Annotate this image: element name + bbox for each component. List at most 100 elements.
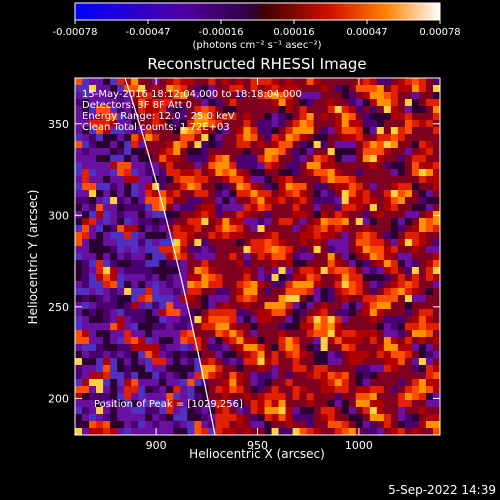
- heatmap-cell: [348, 99, 357, 107]
- heatmap-cell: [327, 309, 336, 317]
- heatmap-cell: [264, 428, 272, 435]
- heatmap-cell: [131, 295, 139, 303]
- heatmap-cell: [285, 239, 293, 247]
- heatmap-cell: [159, 372, 167, 380]
- heatmap-cell: [411, 407, 420, 415]
- heatmap-cell: [264, 281, 272, 289]
- heatmap-cell: [362, 246, 371, 254]
- heatmap-cell: [145, 106, 153, 114]
- heatmap-cell: [110, 204, 118, 212]
- heatmap-cell: [369, 281, 378, 289]
- heatmap-cell: [341, 85, 350, 93]
- heatmap-cell: [425, 106, 434, 114]
- heatmap-cell: [376, 379, 385, 387]
- heatmap-cell: [110, 176, 118, 184]
- heatmap-cell: [194, 127, 202, 135]
- heatmap-cell: [229, 183, 237, 191]
- heatmap-cell: [173, 183, 181, 191]
- heatmap-cell: [145, 78, 153, 86]
- heatmap-cell: [159, 309, 167, 317]
- colorbar-tick-label: 0.00078: [419, 27, 460, 38]
- heatmap-cell: [145, 323, 153, 331]
- heatmap-cell: [250, 197, 258, 205]
- heatmap-cell: [173, 351, 181, 359]
- heatmap-cell: [103, 211, 111, 219]
- heatmap-cell: [278, 309, 286, 317]
- heatmap-cell: [117, 302, 125, 310]
- heatmap-cell: [138, 316, 146, 324]
- heatmap-cell: [397, 183, 406, 191]
- heatmap-cell: [369, 204, 378, 212]
- heatmap-cell: [306, 428, 315, 435]
- heatmap-cell: [369, 414, 378, 422]
- heatmap-cell: [194, 183, 202, 191]
- heatmap-cell: [425, 176, 434, 184]
- heatmap-cell: [145, 274, 153, 282]
- heatmap-cell: [145, 337, 153, 345]
- heatmap-cell: [369, 260, 378, 268]
- heatmap-cell: [292, 218, 301, 226]
- heatmap-cell: [201, 113, 209, 121]
- heatmap-cell: [334, 190, 343, 198]
- heatmap-cell: [152, 141, 160, 149]
- heatmap-cell: [82, 428, 90, 435]
- heatmap-cell: [250, 309, 258, 317]
- heatmap-cell: [425, 113, 434, 121]
- heatmap-cell: [103, 309, 111, 317]
- heatmap-cell: [327, 281, 336, 289]
- heatmap-cell: [201, 386, 209, 394]
- heatmap-cell: [208, 421, 216, 429]
- heatmap-cell: [138, 386, 146, 394]
- heatmap-cell: [432, 253, 440, 261]
- heatmap-cell: [103, 246, 111, 254]
- heatmap-cell: [313, 379, 322, 387]
- heatmap-cell: [292, 232, 301, 240]
- heatmap-cell: [208, 365, 216, 373]
- heatmap-cell: [236, 421, 244, 429]
- heatmap-cell: [215, 428, 223, 435]
- heatmap-cell: [180, 274, 188, 282]
- heatmap-cell: [264, 141, 272, 149]
- heatmap-cell: [257, 204, 265, 212]
- heatmap-cell: [222, 253, 230, 261]
- heatmap-cell: [397, 211, 406, 219]
- heatmap-cell: [124, 337, 132, 345]
- heatmap-cell: [173, 190, 181, 198]
- heatmap-cell: [145, 85, 153, 93]
- heatmap-cell: [327, 155, 336, 163]
- heatmap-cell: [404, 99, 413, 107]
- heatmap-cell: [180, 85, 188, 93]
- heatmap-cell: [348, 176, 357, 184]
- heatmap-cell: [271, 407, 279, 415]
- heatmap-cell: [243, 239, 251, 247]
- heatmap-cell: [82, 407, 90, 415]
- heatmap-cell: [152, 379, 160, 387]
- heatmap-cell: [341, 78, 350, 86]
- heatmap-cell: [257, 162, 265, 170]
- heatmap-cell: [306, 232, 315, 240]
- heatmap-cell: [187, 148, 195, 156]
- heatmap-cell: [208, 197, 216, 205]
- heatmap-cell: [243, 120, 251, 128]
- heatmap-cell: [334, 330, 343, 338]
- heatmap-cell: [383, 190, 392, 198]
- heatmap-cell: [96, 421, 104, 429]
- heatmap-cell: [138, 169, 146, 177]
- heatmap-cell: [194, 358, 202, 366]
- heatmap-cell: [194, 267, 202, 275]
- heatmap-cell: [138, 421, 146, 429]
- heatmap-cell: [341, 386, 350, 394]
- heatmap-cell: [355, 393, 364, 401]
- heatmap-cell: [243, 246, 251, 254]
- heatmap-cell: [250, 92, 258, 100]
- heatmap-cell: [194, 274, 202, 282]
- heatmap-cell: [299, 393, 308, 401]
- heatmap-cell: [236, 337, 244, 345]
- heatmap-cell: [194, 120, 202, 128]
- heatmap-cell: [271, 162, 279, 170]
- heatmap-cell: [362, 120, 371, 128]
- heatmap-cell: [320, 302, 329, 310]
- heatmap-cell: [138, 106, 146, 114]
- heatmap-cell: [208, 190, 216, 198]
- heatmap-cell: [418, 190, 427, 198]
